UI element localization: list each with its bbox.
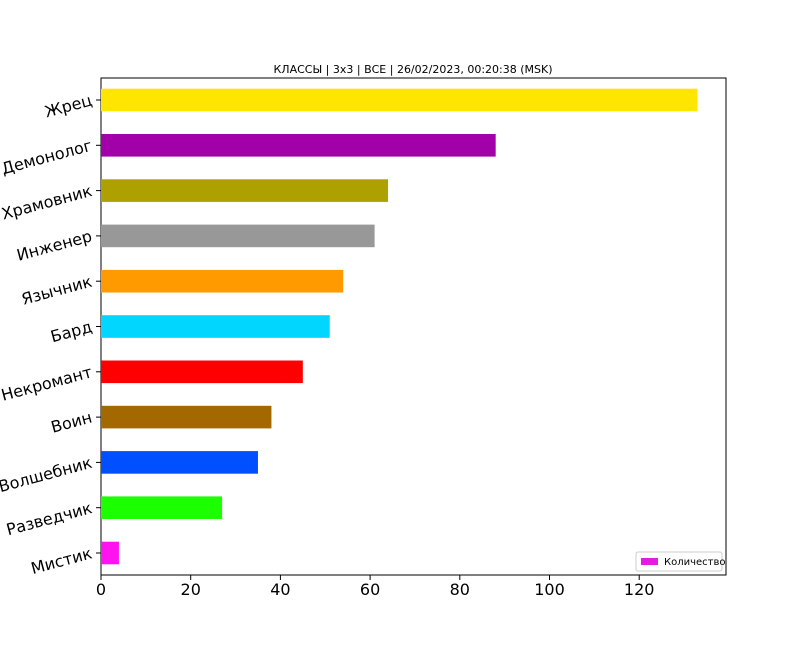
y-tick-label: Инженер xyxy=(15,226,94,264)
legend-box xyxy=(635,551,723,572)
y-tick-label: Жрец xyxy=(43,90,95,121)
bar-9 xyxy=(101,496,223,519)
x-tick-label: 20 xyxy=(181,580,201,599)
bar-8 xyxy=(101,451,258,474)
y-tick-label: Демонолог xyxy=(0,136,94,178)
bar-7 xyxy=(101,405,272,429)
bar-3 xyxy=(101,224,375,248)
bar-1 xyxy=(101,134,496,157)
bar-0 xyxy=(101,88,698,112)
bar-6 xyxy=(101,360,303,384)
y-tick-label: Некромант xyxy=(0,362,94,404)
x-axis: 0 20 40 60 80 100 120 xyxy=(96,575,655,599)
legend-label: Количество xyxy=(664,557,726,568)
x-tick-label: 80 xyxy=(450,580,470,599)
bar-4 xyxy=(101,269,344,293)
chart-title: КЛАССЫ | 3x3 | ВСЕ | 26/02/2023, 00:20:3… xyxy=(273,63,552,76)
bar-2 xyxy=(101,179,389,202)
y-tick-label: Бард xyxy=(49,317,94,346)
bar-10 xyxy=(101,541,119,565)
bars-group xyxy=(101,88,698,565)
y-tick-label: Воин xyxy=(49,408,94,437)
legend: Количество xyxy=(635,551,726,572)
bar-5 xyxy=(101,315,330,338)
y-tick-label: Мистик xyxy=(29,543,94,578)
y-tick-label: Разведчик xyxy=(4,498,94,539)
y-tick-label: Храмовник xyxy=(0,181,94,223)
y-tick-label: Волшебник xyxy=(0,453,94,496)
legend-swatch xyxy=(641,558,658,565)
x-tick-label: 120 xyxy=(624,580,655,599)
x-tick-label: 40 xyxy=(270,580,290,599)
x-tick-label: 100 xyxy=(534,580,565,599)
x-tick-label: 60 xyxy=(360,580,380,599)
x-tick-label: 0 xyxy=(96,580,106,599)
y-tick-label: Язычник xyxy=(19,272,94,309)
